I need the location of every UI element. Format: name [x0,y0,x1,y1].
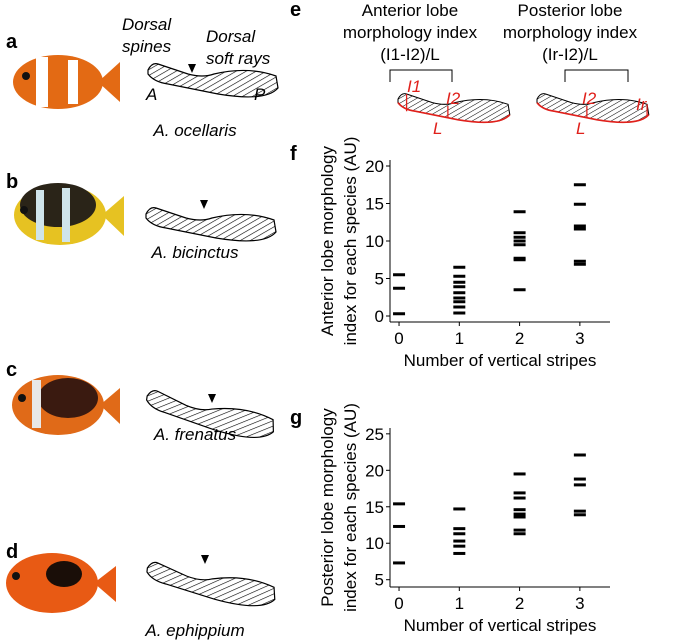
measure-label: I2 [446,89,461,108]
y-tick-label: 5 [375,571,384,590]
x-axis-label: Number of vertical stripes [404,616,597,635]
fin-label: spines [122,37,172,56]
fin-label: A [145,85,157,104]
x-tick-label: 3 [575,329,584,348]
measure-label: L [576,119,585,138]
y-tick-label: 5 [375,270,384,289]
panel-label: f [290,143,297,165]
fish-a [13,55,120,109]
species-name: A. ephippium [144,621,244,640]
y-tick-label: 15 [365,195,384,214]
header-text: Posterior lobe [518,1,623,20]
y-axis-label: index for each species (AU) [341,137,360,346]
x-tick-label: 0 [394,594,403,613]
panel-label: b [6,171,18,193]
y-tick-label: 20 [365,157,384,176]
header-text: (Ir-I2)/L [542,45,598,64]
species-name: A. bicinctus [151,243,239,262]
fin-label: soft rays [206,49,271,68]
y-tick-label: 10 [365,232,384,251]
measure-label: Ir [636,95,648,114]
y-axis-label: index for each species (AU) [341,403,360,612]
measure-label: L [433,119,442,138]
header-text: Anterior lobe [362,1,458,20]
y-tick-label: 0 [375,307,384,326]
y-axis-label: Anterior lobe morphology [318,146,337,336]
panel-label: g [290,407,302,429]
panel-label: a [6,31,18,53]
y-tick-label: 15 [365,498,384,517]
fin-measure [536,93,650,124]
header-text: morphology index [343,23,478,42]
fish-c [12,375,120,435]
x-tick-label: 0 [394,329,403,348]
fin-label: Dorsal [206,27,256,46]
x-axis-label: Number of vertical stripes [404,351,597,370]
y-tick-label: 25 [365,425,384,444]
fish-d [6,553,116,613]
header-text: (I1-I2)/L [380,45,440,64]
species-name: A. ocellaris [152,121,237,140]
x-tick-label: 3 [575,594,584,613]
fin-diagram [145,207,277,242]
fin-label: Dorsal [122,15,172,34]
measure-label: I1 [407,77,421,96]
x-tick-label: 2 [515,594,524,613]
fin-measure [397,93,511,124]
header-text: morphology index [503,23,638,42]
panel-label: e [290,0,301,21]
fin-label: P [254,85,266,104]
panel-label: c [6,359,17,381]
x-tick-label: 1 [455,329,464,348]
x-tick-label: 1 [455,594,464,613]
y-tick-label: 10 [365,534,384,553]
y-tick-label: 20 [365,461,384,480]
fin-diagram [143,561,278,609]
y-axis-label: Posterior lobe morphology [318,408,337,607]
fish-b [14,183,124,245]
x-tick-label: 2 [515,329,524,348]
bracket [389,69,629,82]
panel-label: d [6,541,18,563]
measure-label: I2 [582,89,597,108]
